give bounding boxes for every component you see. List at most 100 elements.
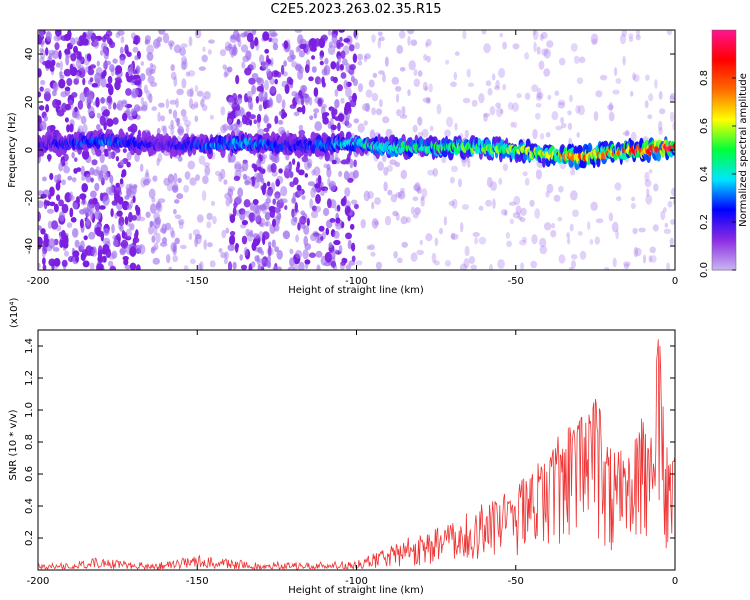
- spectrogram-cell: [120, 36, 125, 44]
- spectrogram-cell: [654, 79, 658, 89]
- spectrogram-cell: [282, 230, 291, 240]
- spectrogram-cell: [550, 230, 557, 238]
- spectrogram-cell: [42, 257, 46, 266]
- spectrogram-cell: [137, 84, 142, 90]
- spectrogram-cell: [630, 131, 637, 142]
- spectrogram-cell: [324, 151, 330, 162]
- spectrogram-cell: [187, 160, 196, 170]
- spectrogram-cell: [260, 84, 264, 93]
- spectrogram-cell: [353, 203, 359, 210]
- spectrogram-x-tick-label: -50: [508, 276, 524, 287]
- spectrogram-cell: [234, 161, 242, 172]
- spectrogram-cell: [389, 159, 397, 166]
- colorbar-segment: [712, 202, 736, 205]
- colorbar-segment: [712, 46, 736, 49]
- colorbar-segment: [712, 76, 736, 79]
- spectrogram-cell: [160, 115, 166, 122]
- spectrogram-cell: [490, 181, 497, 192]
- spectrogram-cell: [139, 163, 144, 172]
- spectrogram-cell: [188, 233, 193, 240]
- spectrogram-cell: [468, 256, 476, 264]
- spectrogram-cell: [432, 168, 439, 177]
- spectrogram-cell: [509, 218, 514, 225]
- snr-x-tick-label: -50: [508, 576, 524, 587]
- spectrogram-cell: [337, 113, 345, 122]
- spectrogram-cell: [252, 203, 260, 214]
- spectrogram-cell: [294, 202, 298, 213]
- spectrogram-cell: [81, 175, 86, 181]
- spectrogram-cell: [304, 173, 308, 178]
- spectrogram-cell: [181, 78, 187, 89]
- spectrogram-cell: [463, 258, 470, 269]
- spectrogram-cell: [570, 190, 578, 201]
- spectrogram-cell: [521, 236, 527, 243]
- spectrogram-cell: [545, 132, 551, 138]
- spectrogram-cell: [77, 100, 84, 110]
- spectrogram-cell: [530, 260, 538, 269]
- spectrogram-cell: [66, 124, 71, 133]
- colorbar-segment: [712, 250, 736, 253]
- spectrogram-cell: [53, 34, 61, 42]
- colorbar-segment: [712, 66, 736, 69]
- spectrogram-cell: [378, 36, 385, 42]
- spectrogram-cell: [283, 60, 287, 67]
- spectrogram-cell: [522, 171, 528, 177]
- spectrogram-cell: [146, 52, 154, 61]
- spectrogram-cell: [94, 182, 100, 192]
- spectrogram-cell: [109, 64, 115, 73]
- spectrogram-cell: [62, 161, 66, 167]
- spectrogram-cell: [614, 182, 622, 191]
- spectrogram-cell: [340, 72, 347, 79]
- spectrogram-cell: [207, 49, 212, 55]
- spectrogram-cell: [533, 30, 537, 36]
- snr-plot: -200 -150 -100 -50 0 0.2 0.4 0.6 0.8 1.0 1.2 1.4 H…: [8, 297, 678, 596]
- spectrogram-cell: [408, 60, 416, 71]
- spectrogram-cell: [670, 219, 675, 225]
- spectrogram-cell: [238, 208, 246, 215]
- spectrogram-cell: [313, 166, 321, 176]
- colorbar-segment: [712, 266, 736, 269]
- spectrogram-cell: [274, 194, 280, 201]
- spectrogram-cell: [353, 159, 357, 168]
- spectrogram-cell: [413, 184, 420, 192]
- spectrogram-cell: [132, 39, 139, 45]
- spectrogram-cell: [377, 161, 384, 171]
- spectrogram-cell: [252, 237, 260, 247]
- spectrogram-cell: [140, 73, 146, 82]
- spectrogram-cell: [322, 116, 329, 125]
- spectrogram-cell: [478, 93, 485, 104]
- spectrogram-cell: [270, 163, 277, 173]
- spectrogram-y-label: Frequency (Hz): [7, 112, 18, 188]
- spectrogram-cell: [170, 230, 176, 239]
- spectrogram-cell: [223, 179, 228, 185]
- spectrogram-cell: [457, 178, 463, 188]
- spectrogram-cell: [209, 260, 216, 268]
- spectrogram-cell: [658, 127, 663, 135]
- spectrogram-cell: [133, 80, 141, 86]
- colorbar-segment: [712, 62, 736, 65]
- spectrogram-cell: [382, 154, 387, 163]
- spectrogram-cell: [80, 115, 87, 125]
- spectrogram-cell: [186, 88, 194, 97]
- colorbar-segment: [712, 254, 736, 257]
- spectrogram-cell: [49, 172, 54, 181]
- spectrogram-cell: [156, 36, 163, 43]
- spectrogram-cell: [38, 68, 42, 78]
- spectrogram-cell: [659, 108, 666, 115]
- spectrogram-cell: [231, 102, 238, 111]
- spectrogram-cell: [589, 239, 594, 245]
- spectrogram-cell: [173, 172, 178, 184]
- spectrogram-cell: [38, 36, 43, 45]
- spectrogram-cell: [48, 49, 56, 56]
- colorbar-tick-label: 0.0: [699, 262, 710, 278]
- spectrogram-cell: [270, 182, 276, 193]
- spectrogram-cell: [206, 221, 212, 229]
- colorbar-segment: [712, 238, 736, 241]
- spectrogram-cell: [279, 198, 284, 204]
- spectrogram-cell: [198, 263, 203, 270]
- spectrogram-cell: [422, 97, 430, 103]
- spectrogram-cell: [634, 247, 642, 257]
- spectrogram-cell: [272, 218, 276, 228]
- spectrogram-cell: [135, 204, 139, 212]
- spectrogram-cell: [249, 114, 256, 120]
